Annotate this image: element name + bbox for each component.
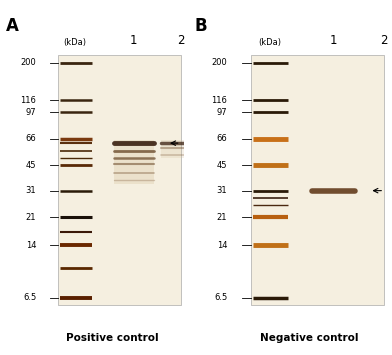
Text: 97: 97 — [217, 108, 227, 117]
Bar — [251, 55, 384, 305]
Text: (kDa): (kDa) — [258, 38, 281, 47]
Bar — [58, 55, 181, 305]
Bar — [114, 140, 154, 184]
Text: 45: 45 — [217, 160, 227, 170]
Text: 6.5: 6.5 — [23, 293, 36, 302]
Text: 31: 31 — [26, 186, 36, 195]
Text: 97: 97 — [26, 108, 36, 117]
Text: 66: 66 — [25, 135, 36, 143]
Text: Positive control: Positive control — [66, 333, 158, 343]
Text: 2: 2 — [380, 34, 388, 47]
Text: 2: 2 — [177, 34, 184, 47]
Text: 6.5: 6.5 — [214, 293, 227, 302]
Text: A: A — [6, 17, 18, 36]
Text: 1: 1 — [329, 34, 337, 47]
Text: 200: 200 — [212, 59, 227, 67]
Bar — [161, 140, 200, 158]
Text: B: B — [194, 17, 207, 36]
Text: 116: 116 — [20, 96, 36, 105]
Text: 14: 14 — [26, 241, 36, 250]
Text: Negative control: Negative control — [260, 333, 359, 343]
Text: 21: 21 — [217, 213, 227, 222]
Text: 14: 14 — [217, 241, 227, 250]
Text: 31: 31 — [217, 186, 227, 195]
Text: 116: 116 — [212, 96, 227, 105]
Text: 21: 21 — [26, 213, 36, 222]
Text: 66: 66 — [217, 135, 227, 143]
Text: (kDa): (kDa) — [64, 38, 87, 47]
Text: 45: 45 — [26, 160, 36, 170]
Text: 200: 200 — [21, 59, 36, 67]
Text: 1: 1 — [130, 34, 138, 47]
